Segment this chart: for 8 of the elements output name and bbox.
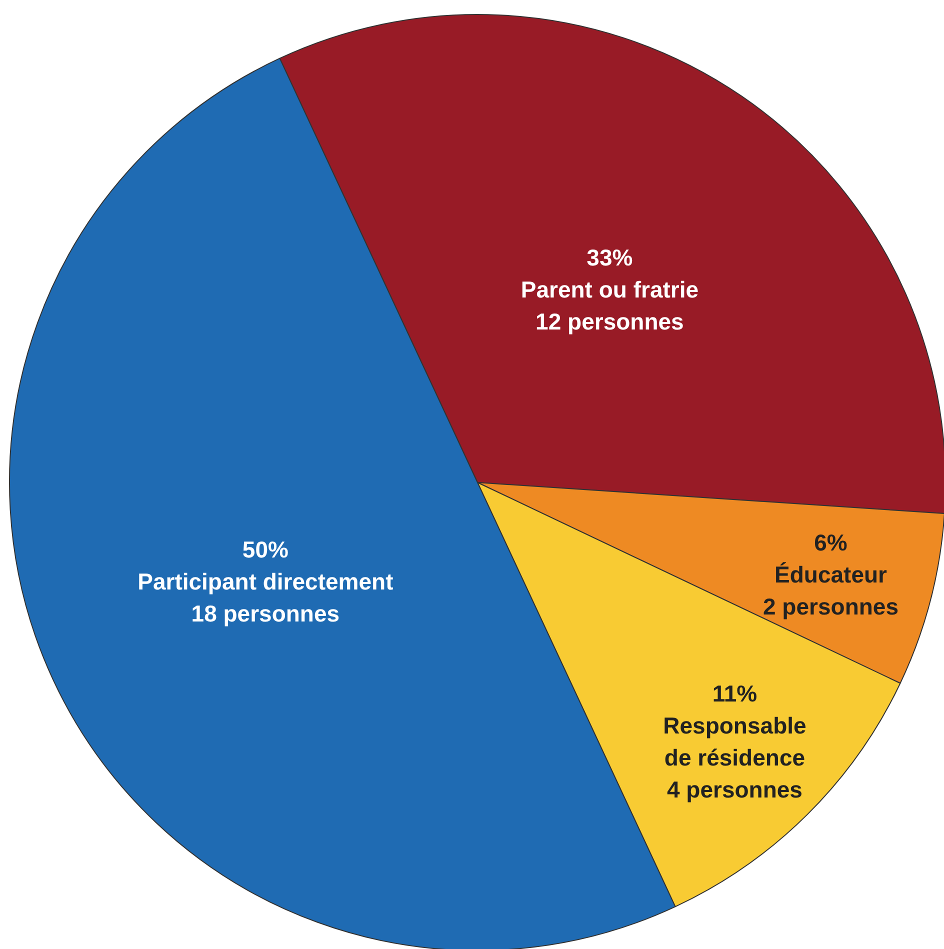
slice-label: Éducateur 2 personnes [763, 562, 899, 620]
data-label: 33% [586, 244, 633, 270]
slice-label: Parent ou fratrie 12 personnes [520, 276, 699, 334]
slice-label: Participant directement 18 personnes [138, 568, 394, 626]
slice-label: Responsable de résidence 4 personnes [663, 712, 806, 803]
data-label: 11% [712, 680, 758, 707]
data-label: 50% [242, 536, 288, 562]
data-label: 6% [814, 530, 848, 556]
